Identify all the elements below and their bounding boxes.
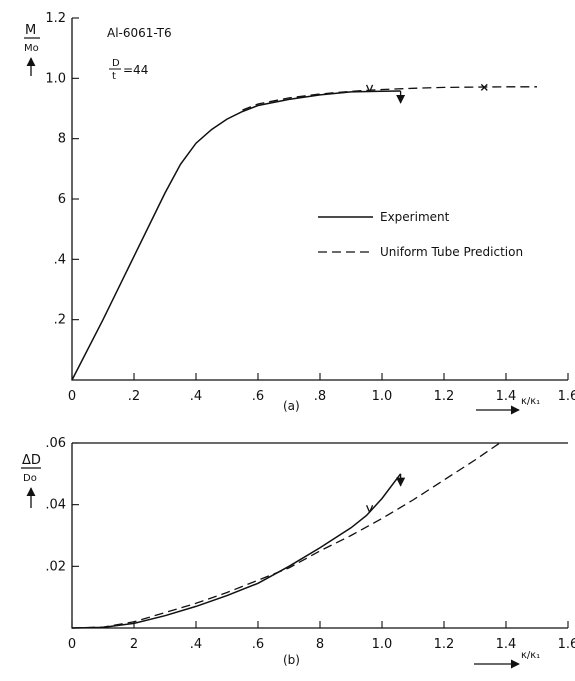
panel-label-a: (a)	[283, 399, 300, 413]
material-label: Al-6061-T6	[107, 26, 172, 40]
y-tick-label: 6	[58, 192, 66, 207]
ylabel-a-numerator: M	[25, 23, 36, 38]
y-tick-label: .06	[45, 436, 66, 451]
x-tick-label: 1.6	[558, 637, 575, 652]
y-tick-label: .04	[45, 498, 66, 513]
x-tick-label: 1.4	[496, 637, 517, 652]
panel-label-b: (b)	[283, 653, 300, 667]
x-tick-label: 1.2	[434, 637, 455, 652]
x-tick-label: .2	[128, 389, 140, 404]
x-tick-label: .4	[190, 637, 202, 652]
y-tick-label: .02	[45, 559, 66, 574]
series-line-uniform-tube-prediction	[71, 442, 501, 629]
x-tick-label: 1.6	[558, 389, 575, 404]
x-tick-label: .8	[314, 389, 326, 404]
x-tick-label: 0	[68, 389, 76, 404]
x-tick-label: 8	[316, 637, 324, 652]
onset-tick-marker	[369, 84, 374, 93]
x-tick-label: 1.2	[434, 389, 455, 404]
x-tick-label: 0	[68, 637, 76, 652]
x-tick-label: 1.0	[372, 389, 393, 404]
xlabel-b: κ/κ₁	[521, 650, 540, 661]
x-tick-label: .6	[252, 389, 264, 404]
ratio-value: =44	[123, 63, 148, 77]
x-tick-label: 1.4	[496, 389, 517, 404]
x-marker	[480, 83, 488, 91]
xlabel-a: κ/κ₁	[521, 396, 540, 407]
ratio-numerator: D	[112, 58, 120, 69]
axes-frame-b	[71, 442, 568, 629]
ylabel-b-numerator: ΔD	[22, 453, 41, 468]
y-tick-label: .2	[54, 313, 66, 328]
ratio-denominator: t	[112, 71, 116, 82]
legend-label-experiment: Experiment	[380, 210, 450, 224]
x-tick-label: 1.0	[372, 637, 393, 652]
ylabel-b-denominator: Do	[23, 473, 37, 484]
y-tick-label: 1.0	[45, 71, 66, 86]
legend-label-prediction: Uniform Tube Prediction	[380, 245, 523, 259]
legend: Experiment Uniform Tube Prediction	[318, 210, 523, 259]
onset-tick-marker	[366, 505, 371, 513]
x-tick-label: .4	[190, 389, 202, 404]
onset-tick-marker	[366, 84, 371, 93]
series-line-uniform-tube-prediction	[242, 86, 537, 111]
x-tick-label: .6	[252, 637, 264, 652]
ylabel-a-denominator: Mo	[24, 43, 39, 54]
x-tick-label: 2	[130, 637, 138, 652]
series-line-experiment	[71, 473, 402, 629]
y-tick-label: 8	[58, 132, 66, 147]
y-tick-label: 1.2	[45, 11, 66, 26]
onset-tick-marker	[369, 505, 374, 513]
panel-b: 0 2.4.6 8 1.0 1.2 1.4 1.6 .02.04.06 ΔD Do (b) …	[21, 436, 575, 669]
series-line-experiment	[71, 90, 401, 381]
y-tick-label: .4	[54, 252, 66, 267]
